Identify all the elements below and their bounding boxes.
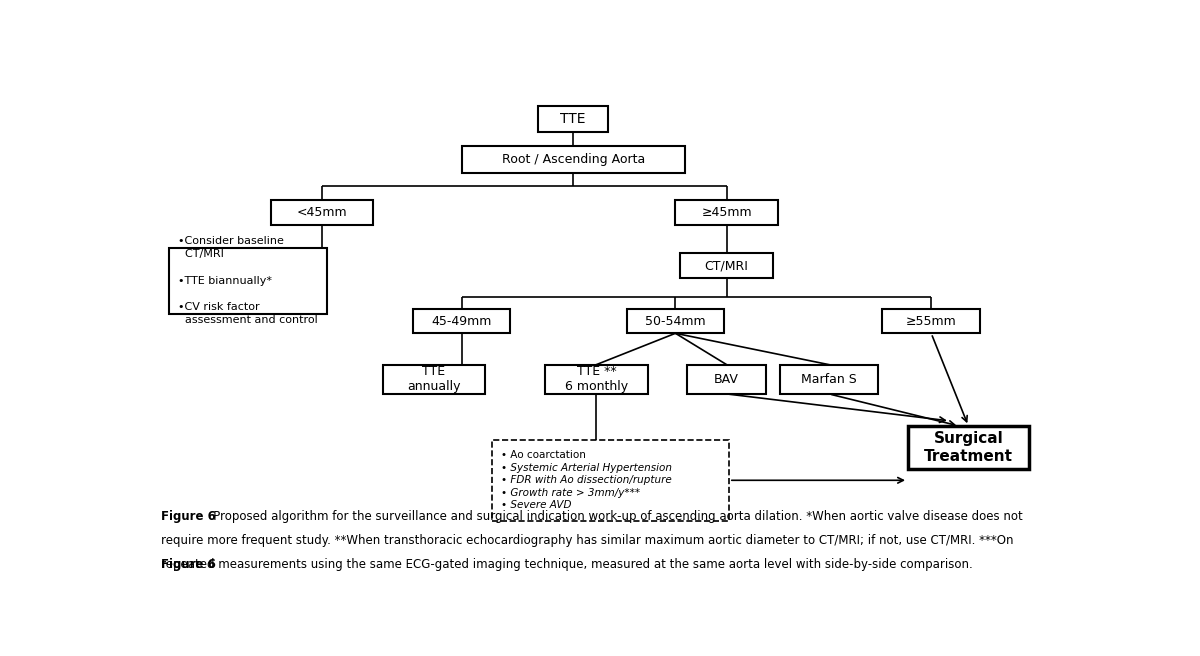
- FancyBboxPatch shape: [413, 309, 510, 333]
- Text: • Growth rate > 3mm/y***: • Growth rate > 3mm/y***: [502, 488, 641, 498]
- Text: require more frequent study. **When transthoracic echocardiography has similar m: require more frequent study. **When tran…: [161, 534, 1014, 547]
- Text: <45mm: <45mm: [296, 206, 347, 219]
- Text: Figure 6: Figure 6: [161, 558, 216, 571]
- Text: Surgical
Treatment: Surgical Treatment: [924, 431, 1013, 464]
- Text: • FDR with Ao dissection/rupture: • FDR with Ao dissection/rupture: [502, 476, 672, 485]
- Text: TTE: TTE: [560, 112, 586, 126]
- Text: Figure 6: Figure 6: [161, 510, 216, 523]
- Text: • Systemic Arterial Hypertension: • Systemic Arterial Hypertension: [502, 462, 672, 473]
- Text: Root / Ascending Aorta: Root / Ascending Aorta: [502, 153, 644, 166]
- Text: Proposed algorithm for the surveillance and surgical indication work-up of ascen: Proposed algorithm for the surveillance …: [202, 510, 1022, 523]
- FancyBboxPatch shape: [492, 440, 728, 521]
- Text: Figure 6   Proposed algorithm for the surveillance and surgical indication work-: Figure 6 Proposed algorithm for the surv…: [161, 528, 1030, 571]
- Text: BAV: BAV: [714, 373, 739, 386]
- FancyBboxPatch shape: [688, 365, 766, 394]
- Text: •Consider baseline
  CT/MRI

•TTE biannually*

•CV risk factor
  assessment and : •Consider baseline CT/MRI •TTE biannuall…: [178, 236, 318, 325]
- Text: ≥45mm: ≥45mm: [701, 206, 752, 219]
- FancyBboxPatch shape: [676, 201, 778, 225]
- FancyBboxPatch shape: [908, 426, 1028, 469]
- FancyBboxPatch shape: [539, 106, 608, 133]
- Text: TTE
annually: TTE annually: [407, 365, 461, 393]
- Text: • Severe AVD: • Severe AVD: [502, 501, 571, 510]
- FancyBboxPatch shape: [168, 248, 326, 314]
- FancyBboxPatch shape: [462, 146, 685, 173]
- Text: CT/MRI: CT/MRI: [704, 259, 749, 272]
- Text: 50-54mm: 50-54mm: [646, 315, 706, 328]
- Text: ≥55mm: ≥55mm: [906, 315, 956, 328]
- FancyBboxPatch shape: [545, 365, 648, 394]
- Text: repeated measurements using the same ECG-gated imaging technique, measured at th: repeated measurements using the same ECG…: [161, 558, 973, 571]
- FancyBboxPatch shape: [780, 365, 877, 394]
- FancyBboxPatch shape: [882, 309, 980, 333]
- FancyBboxPatch shape: [626, 309, 725, 333]
- FancyBboxPatch shape: [271, 201, 373, 225]
- Text: • Ao coarctation: • Ao coarctation: [502, 450, 586, 461]
- FancyBboxPatch shape: [680, 253, 773, 277]
- Text: 45-49mm: 45-49mm: [431, 315, 492, 328]
- Text: Marfan S: Marfan S: [802, 373, 857, 386]
- FancyBboxPatch shape: [383, 365, 485, 394]
- Text: TTE **
6 monthly: TTE ** 6 monthly: [565, 365, 628, 393]
